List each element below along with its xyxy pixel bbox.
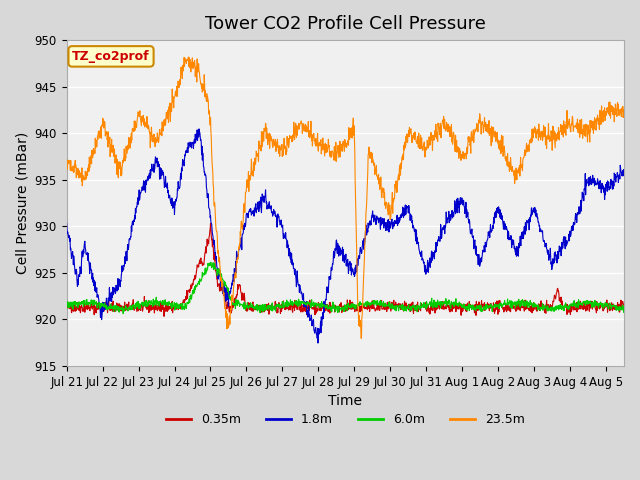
Title: Tower CO2 Profile Cell Pressure: Tower CO2 Profile Cell Pressure	[205, 15, 486, 33]
Legend: 0.35m, 1.8m, 6.0m, 23.5m: 0.35m, 1.8m, 6.0m, 23.5m	[161, 408, 530, 432]
Text: TZ_co2prof: TZ_co2prof	[72, 50, 150, 63]
X-axis label: Time: Time	[328, 394, 362, 408]
Y-axis label: Cell Pressure (mBar): Cell Pressure (mBar)	[15, 132, 29, 274]
